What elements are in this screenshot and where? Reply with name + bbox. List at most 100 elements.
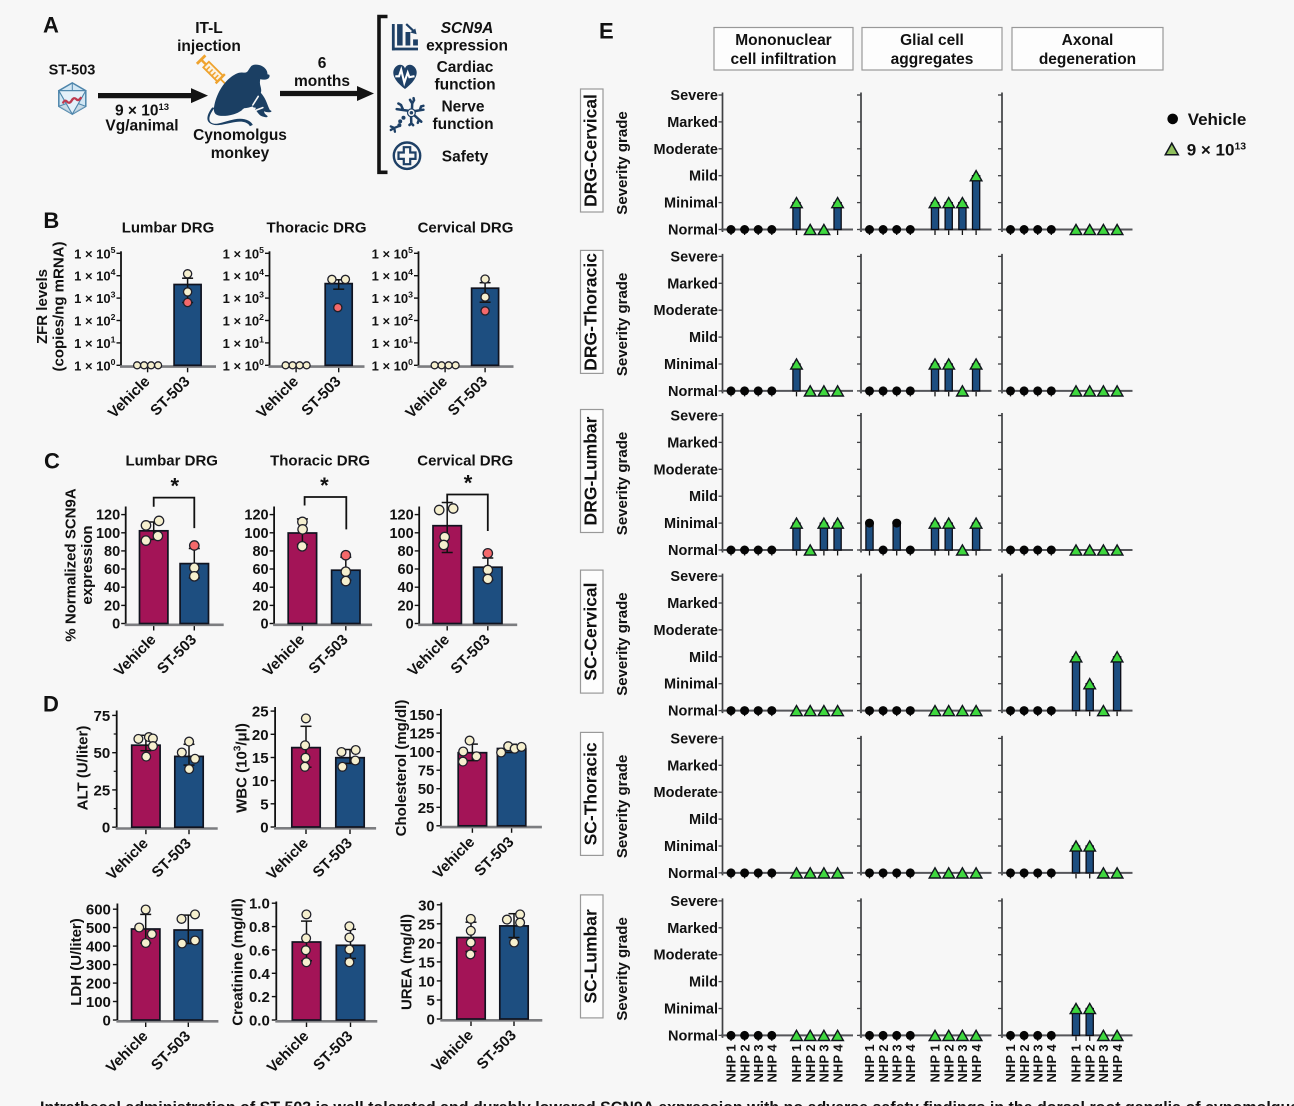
svg-text:Moderate: Moderate	[654, 623, 718, 639]
svg-text:1 × 103: 1 × 103	[223, 290, 265, 307]
svg-text:Severity grade: Severity grade	[614, 592, 631, 695]
svg-text:Normal: Normal	[668, 1028, 718, 1044]
svg-text:0.6: 0.6	[249, 942, 270, 959]
svg-text:0: 0	[102, 820, 110, 837]
svg-text:Mild: Mild	[689, 975, 718, 991]
svg-text:injection: injection	[177, 38, 241, 55]
svg-text:expression: expression	[79, 525, 96, 604]
svg-text:% Normalized SCN9A: % Normalized SCN9A	[63, 488, 80, 642]
svg-text:UREA (mg/dl): UREA (mg/dl)	[398, 914, 415, 1010]
svg-text:NHP 4: NHP 4	[765, 1044, 780, 1083]
svg-text:0.8: 0.8	[249, 919, 270, 936]
svg-text:Marked: Marked	[667, 921, 718, 937]
svg-text:0: 0	[261, 617, 269, 633]
svg-text:expression: expression	[426, 38, 508, 55]
svg-text:monkey: monkey	[211, 145, 270, 162]
svg-text:NHP 1: NHP 1	[789, 1044, 804, 1082]
svg-text:125: 125	[409, 726, 434, 743]
svg-text:Nerve: Nerve	[441, 99, 484, 116]
svg-text:(copies/ng mRNA): (copies/ng mRNA)	[51, 241, 68, 371]
svg-text:40: 40	[104, 580, 120, 596]
svg-text:1 × 101: 1 × 101	[372, 334, 414, 351]
svg-text:0: 0	[426, 818, 434, 835]
svg-text:NHP 3: NHP 3	[1030, 1044, 1045, 1082]
svg-text:300: 300	[86, 957, 111, 974]
svg-text:Severity grade: Severity grade	[614, 917, 631, 1020]
svg-text:Cervical DRG: Cervical DRG	[418, 220, 514, 237]
svg-text:Severe: Severe	[670, 731, 718, 747]
svg-text:NHP 1: NHP 1	[1069, 1044, 1084, 1082]
svg-text:DRG-Lumbar: DRG-Lumbar	[581, 416, 601, 525]
svg-text:NHP 4: NHP 4	[1044, 1044, 1059, 1083]
svg-text:1 × 103: 1 × 103	[74, 290, 116, 307]
svg-text:DRG-Cervical: DRG-Cervical	[581, 94, 601, 207]
svg-text:months: months	[294, 73, 350, 90]
svg-text:Severe: Severe	[670, 409, 718, 425]
svg-text:Intrathecal administration of: Intrathecal administration of ST-503 is …	[40, 1100, 1294, 1106]
svg-text:Marked: Marked	[667, 596, 718, 612]
svg-text:Severity grade: Severity grade	[614, 755, 631, 858]
svg-text:Marked: Marked	[667, 276, 718, 292]
svg-text:1 × 105: 1 × 105	[223, 245, 265, 262]
svg-text:Mononuclear: Mononuclear	[735, 32, 831, 49]
svg-text:1 × 103: 1 × 103	[372, 290, 414, 307]
svg-text:Mild: Mild	[689, 489, 718, 505]
svg-text:60: 60	[252, 562, 268, 578]
svg-text:Thoracic DRG: Thoracic DRG	[266, 220, 366, 237]
svg-text:Creatinine (mg/dl): Creatinine (mg/dl)	[229, 898, 246, 1026]
svg-text:Mild: Mild	[689, 812, 718, 828]
svg-text:ALT (U/liter): ALT (U/liter)	[75, 726, 92, 811]
svg-text:1 × 105: 1 × 105	[74, 245, 116, 262]
svg-text:Severe: Severe	[670, 569, 718, 585]
svg-text:5: 5	[260, 796, 268, 813]
svg-text:Normal: Normal	[668, 223, 718, 239]
svg-text:30: 30	[418, 897, 435, 914]
svg-text:1 × 101: 1 × 101	[74, 334, 116, 351]
svg-text:NHP 3: NHP 3	[889, 1044, 904, 1082]
svg-text:Minimal: Minimal	[664, 196, 718, 212]
svg-text:SC-Lumbar: SC-Lumbar	[581, 909, 601, 1004]
svg-text:Marked: Marked	[667, 435, 718, 451]
svg-text:B: B	[43, 208, 59, 233]
svg-text:Severity grade: Severity grade	[614, 111, 631, 214]
svg-text:1 × 100: 1 × 100	[74, 357, 116, 374]
svg-text:Minimal: Minimal	[664, 1002, 718, 1018]
svg-text:NHP 2: NHP 2	[1082, 1044, 1097, 1082]
svg-text:Minimal: Minimal	[664, 357, 718, 373]
svg-text:A: A	[43, 13, 59, 38]
svg-text:20: 20	[252, 727, 269, 744]
svg-text:10: 10	[252, 773, 269, 790]
svg-text:NHP 2: NHP 2	[1017, 1044, 1032, 1082]
svg-text:100: 100	[409, 744, 434, 761]
svg-text:function: function	[432, 116, 493, 133]
svg-text:Severe: Severe	[670, 249, 718, 265]
svg-text:Severe: Severe	[670, 894, 718, 910]
svg-text:Normal: Normal	[668, 543, 718, 559]
svg-text:1 × 104: 1 × 104	[74, 267, 116, 284]
svg-text:NHP 3: NHP 3	[751, 1044, 766, 1082]
svg-text:NHP 1: NHP 1	[724, 1044, 739, 1082]
svg-text:ZFR levels: ZFR levels	[34, 269, 51, 344]
svg-text:400: 400	[86, 939, 111, 956]
svg-text:NHP 4: NHP 4	[903, 1044, 918, 1083]
svg-text:1 × 100: 1 × 100	[223, 357, 265, 374]
svg-text:0: 0	[112, 617, 120, 633]
svg-text:Vehicle: Vehicle	[1188, 110, 1247, 129]
svg-text:120: 120	[244, 508, 268, 524]
svg-text:120: 120	[96, 508, 120, 524]
svg-text:25: 25	[252, 704, 269, 721]
svg-text:75: 75	[94, 708, 111, 725]
svg-text:60: 60	[104, 562, 120, 578]
svg-text:Mild: Mild	[689, 650, 718, 666]
svg-text:0.0: 0.0	[249, 1013, 270, 1030]
svg-text:200: 200	[86, 976, 111, 993]
svg-text:100: 100	[86, 994, 111, 1011]
svg-text:IT-L: IT-L	[195, 20, 223, 37]
svg-text:SCN9A: SCN9A	[441, 20, 494, 37]
svg-text:Vg/animal: Vg/animal	[105, 118, 178, 135]
svg-text:0.2: 0.2	[249, 989, 270, 1006]
svg-text:Severe: Severe	[670, 88, 718, 104]
svg-text:Minimal: Minimal	[664, 516, 718, 532]
svg-text:9 × 1013: 9 × 1013	[1187, 141, 1247, 160]
svg-text:0: 0	[406, 617, 414, 633]
